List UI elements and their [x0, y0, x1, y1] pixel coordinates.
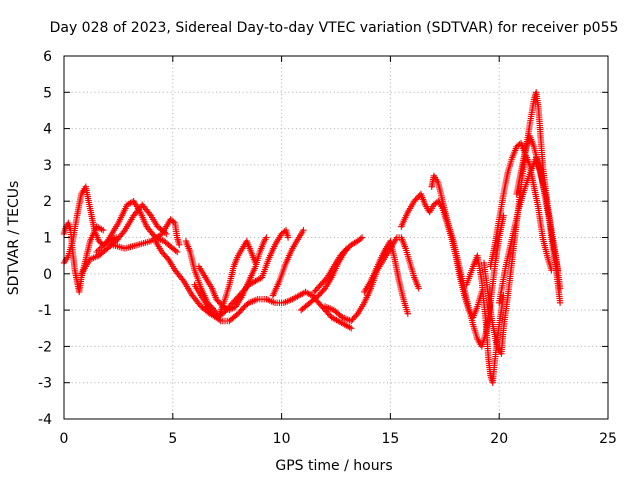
data-point — [348, 325, 355, 332]
series-sat-e — [108, 216, 183, 252]
chart-title: Day 028 of 2023, Sidereal Day-to-day VTE… — [50, 20, 619, 36]
data-points — [60, 89, 564, 386]
y-tick-label: 5 — [43, 85, 52, 101]
series-sat-c — [78, 201, 170, 277]
x-axis-label: GPS time / hours — [275, 458, 392, 474]
series-sat-r — [463, 252, 507, 386]
y-tick-label: -2 — [38, 339, 52, 355]
series-sat-k — [269, 227, 307, 299]
x-tick-label: 10 — [273, 431, 291, 447]
data-point — [351, 313, 359, 320]
series-sat-d — [93, 198, 181, 256]
data-point — [548, 267, 555, 274]
data-point — [322, 275, 330, 283]
data-point — [263, 234, 270, 241]
series-sat-n — [321, 234, 422, 325]
y-tick-label: -3 — [38, 376, 52, 392]
data-point — [163, 254, 171, 261]
series-sat-q — [428, 172, 507, 350]
series-sat-j — [245, 288, 355, 332]
data-point — [300, 227, 307, 234]
data-point — [342, 246, 349, 253]
series-sat-i — [191, 281, 253, 325]
data-point — [216, 316, 223, 323]
x-tick-label: 25 — [599, 431, 617, 447]
data-point — [343, 245, 351, 252]
axis-ticks: 0 5 10 15 20 25 -4 -3 -2 -1 0 1 2 3 4 5 6 — [38, 49, 617, 447]
series-sat-o — [361, 237, 411, 317]
grid-lines — [64, 56, 608, 419]
data-point — [176, 241, 183, 248]
data-point — [415, 285, 422, 292]
series-sat-m — [311, 245, 351, 296]
y-tick-label: 6 — [43, 49, 52, 65]
data-point — [413, 195, 421, 202]
data-point — [174, 248, 181, 256]
data-point — [556, 299, 564, 306]
data-point — [100, 227, 107, 234]
data-point — [313, 293, 321, 300]
series-sat-p — [398, 190, 485, 321]
x-tick-label: 0 — [60, 431, 69, 447]
data-point — [357, 235, 364, 242]
y-axis-label: SDTVAR / TECUs — [6, 181, 22, 296]
y-tick-label: 2 — [43, 194, 52, 210]
data-point — [404, 310, 411, 317]
data-point — [170, 218, 177, 225]
y-tick-label: -4 — [38, 412, 52, 428]
data-point — [358, 234, 366, 241]
y-tick-label: 3 — [43, 158, 52, 174]
data-point — [350, 314, 357, 322]
data-point — [353, 312, 360, 319]
data-point — [146, 211, 153, 218]
x-tick-label: 20 — [490, 431, 508, 447]
data-point — [556, 285, 564, 292]
data-point — [320, 286, 327, 293]
data-point — [284, 234, 292, 241]
data-point — [412, 196, 419, 203]
series-sat-h — [195, 234, 270, 314]
data-point — [500, 212, 507, 219]
data-point — [312, 287, 319, 294]
data-point — [172, 247, 179, 254]
series-sat-b — [60, 219, 107, 296]
x-tick-label: 5 — [168, 431, 177, 447]
data-point — [311, 288, 318, 296]
x-tick-label: 15 — [381, 431, 399, 447]
y-tick-label: -1 — [38, 303, 52, 319]
y-tick-label: 4 — [43, 122, 52, 138]
series-sat-v — [513, 132, 564, 292]
y-tick-label: 1 — [43, 231, 52, 247]
plot-frame — [63, 55, 609, 420]
y-tick-label: 0 — [43, 267, 52, 283]
